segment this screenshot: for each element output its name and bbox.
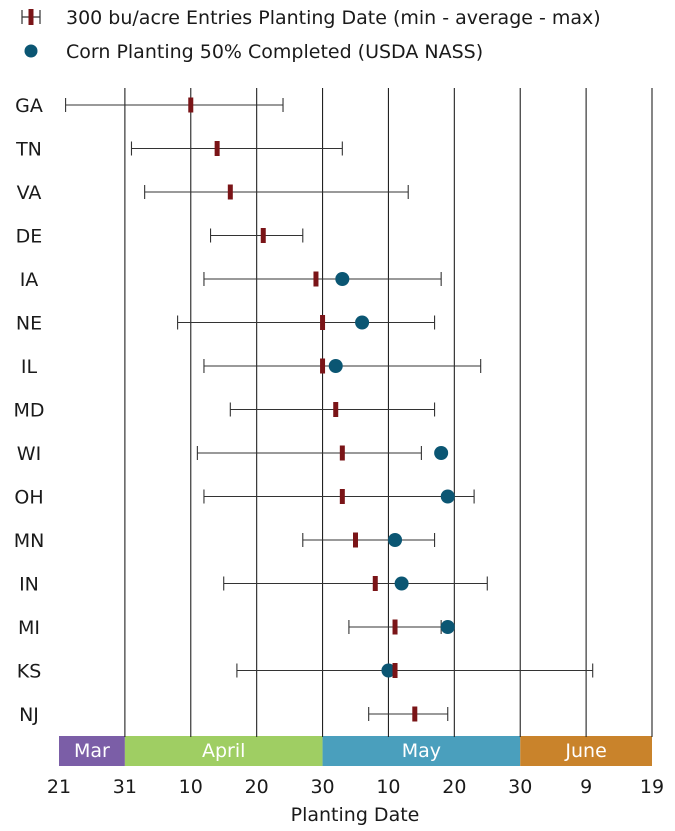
state-label-mn: MN bbox=[14, 530, 45, 552]
state-label-ne: NE bbox=[16, 313, 42, 335]
average-marker-md bbox=[333, 402, 339, 417]
usda-dot-ks bbox=[381, 663, 396, 678]
month-label-june: June bbox=[564, 740, 606, 762]
legend-dot-marker bbox=[24, 44, 38, 58]
month-band-may bbox=[322, 736, 521, 766]
x-axis-label: Planting Date bbox=[291, 804, 420, 826]
average-marker-in bbox=[372, 576, 378, 591]
state-label-nj: NJ bbox=[19, 704, 39, 726]
usda-dot-mn bbox=[388, 533, 403, 547]
usda-dot-ne bbox=[355, 315, 370, 330]
average-marker-ks bbox=[392, 663, 398, 678]
average-marker-tn bbox=[214, 141, 220, 156]
state-label-il: IL bbox=[21, 356, 38, 378]
usda-dot-ia bbox=[335, 272, 350, 286]
x-tick-label: 20 bbox=[245, 776, 269, 798]
average-marker-wi bbox=[339, 445, 345, 461]
usda-dot-wi bbox=[434, 446, 449, 460]
state-label-mi: MI bbox=[18, 617, 40, 639]
legend-range-label: 300 bu/acre Entries Planting Date (min -… bbox=[66, 7, 601, 29]
average-marker-il bbox=[320, 358, 326, 374]
month-label-may: May bbox=[402, 740, 441, 762]
state-label-oh: OH bbox=[14, 487, 43, 509]
average-marker-ia bbox=[313, 271, 319, 287]
state-label-ia: IA bbox=[20, 269, 39, 291]
average-marker-oh bbox=[339, 489, 345, 504]
month-band-june bbox=[520, 736, 652, 766]
x-tick-label: 10 bbox=[179, 776, 203, 798]
x-tick-label: 31 bbox=[113, 776, 137, 798]
state-label-md: MD bbox=[13, 400, 44, 422]
x-tick-label: 21 bbox=[47, 776, 71, 798]
usda-dot-mi bbox=[440, 620, 455, 634]
legend: 300 bu/acre Entries Planting Date (min -… bbox=[21, 7, 601, 63]
usda-dot-il bbox=[328, 359, 343, 373]
month-label-april: April bbox=[202, 740, 245, 762]
month-band-april bbox=[124, 736, 323, 766]
average-marker-mn bbox=[353, 532, 358, 548]
legend-range-marker bbox=[21, 9, 41, 25]
legend-dot-label: Corn Planting 50% Completed (USDA NASS) bbox=[66, 41, 483, 63]
average-marker-mi bbox=[392, 619, 398, 635]
state-label-tn: TN bbox=[15, 139, 42, 161]
usda-dot-in bbox=[394, 576, 409, 591]
average-marker-nj bbox=[412, 706, 418, 722]
average-marker-ga bbox=[188, 97, 194, 113]
x-tick-label: 30 bbox=[310, 776, 334, 798]
state-label-de: DE bbox=[16, 226, 43, 248]
average-marker-va bbox=[227, 184, 233, 200]
average-marker-ne bbox=[320, 315, 326, 330]
x-tick-label: 10 bbox=[376, 776, 400, 798]
x-tick-label: 20 bbox=[442, 776, 466, 798]
state-label-ks: KS bbox=[17, 661, 42, 683]
x-tick-label: 9 bbox=[580, 776, 592, 798]
state-label-wi: WI bbox=[17, 443, 41, 465]
plot-area: Mar April May June 21 31 10 20 30 10 20 30 9 19 GA TN VA… bbox=[13, 88, 664, 798]
state-label-ga: GA bbox=[15, 95, 43, 117]
month-label-mar: Mar bbox=[74, 740, 110, 762]
month-band-mar bbox=[59, 736, 125, 766]
state-label-in: IN bbox=[19, 574, 39, 596]
x-tick-label: 30 bbox=[508, 776, 532, 798]
state-label-va: VA bbox=[17, 182, 42, 204]
usda-dot-oh bbox=[440, 489, 455, 504]
average-marker-de bbox=[260, 228, 266, 243]
x-tick-label: 19 bbox=[640, 776, 664, 798]
